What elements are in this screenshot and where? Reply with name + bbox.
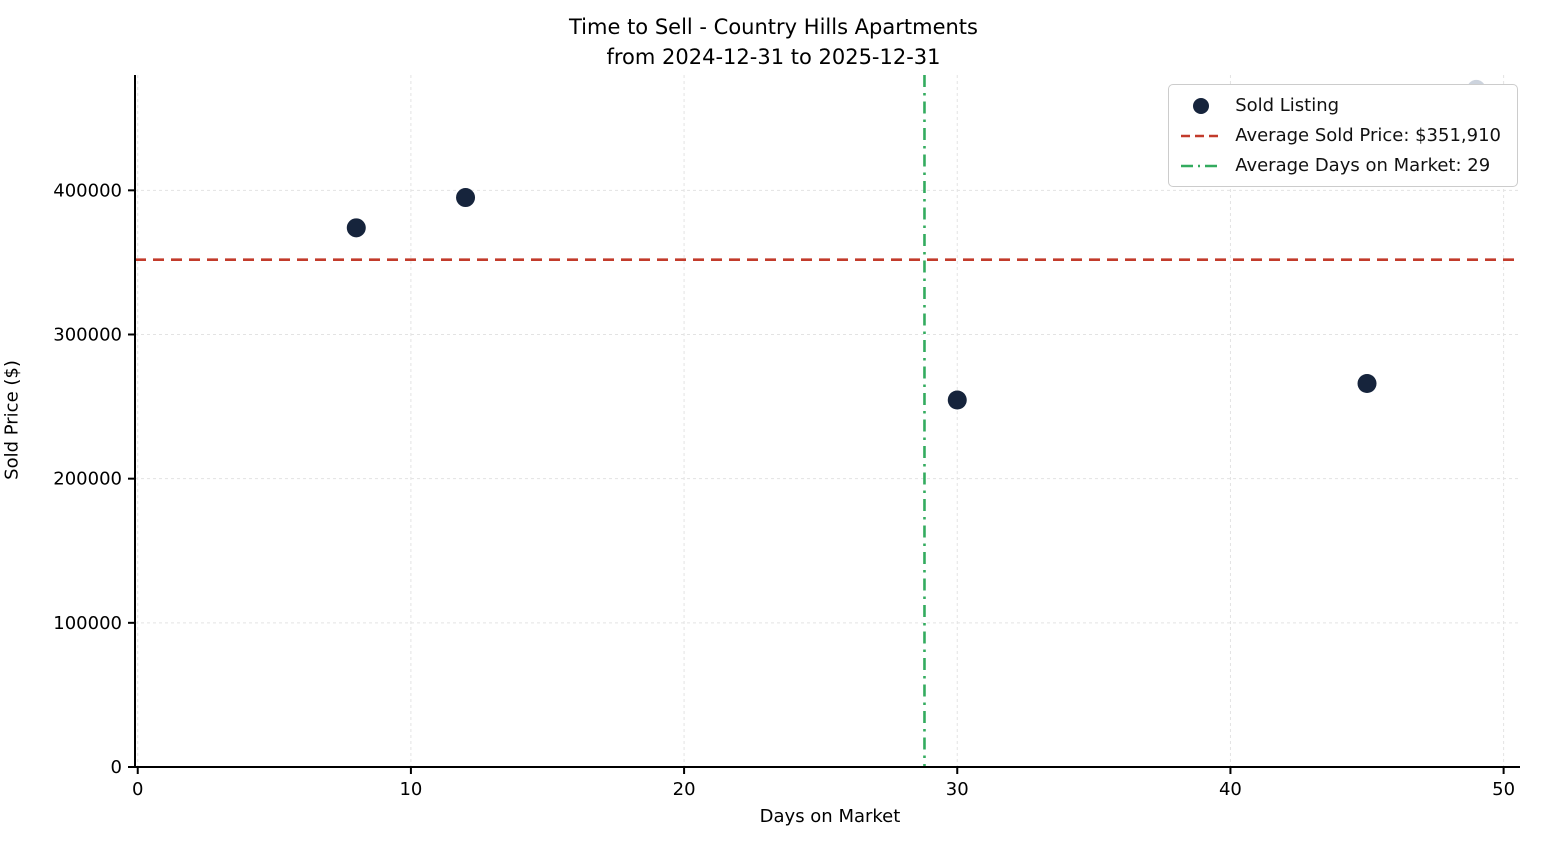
data-point [1357,374,1377,394]
x-tick-label: 10 [399,779,422,800]
y-tick-label: 200000 [53,469,122,490]
x-axis-label: Days on Market [759,806,901,827]
avg-days-dashdot-line-icon [1181,163,1222,169]
sold-listing-marker-icon [1181,96,1221,116]
legend-item-sold-listing: Sold Listing [1181,95,1501,116]
data-point [456,188,476,208]
data-point [346,218,366,238]
y-tick-label: 0 [111,757,122,778]
data-point [947,390,967,410]
y-tick-label: 300000 [53,325,122,346]
legend-item-avg-days: Average Days on Market: 29 [1181,155,1501,176]
legend: Sold Listing Average Sold Price: $351,91… [1168,84,1518,187]
y-tick-label: 400000 [53,180,122,201]
chart-title-block: Time to Sell - Country Hills Apartments … [0,12,1547,73]
x-tick-label: 50 [1492,779,1515,800]
x-tick-label: 40 [1219,779,1242,800]
chart-subtitle: from 2024-12-31 to 2025-12-31 [606,45,941,70]
x-tick-label: 0 [132,779,143,800]
x-tick-label: 20 [673,779,696,800]
avg-price-dashed-line-icon [1181,133,1222,139]
y-axis-label: Sold Price ($) [1,360,23,480]
legend-label-sold-listing: Sold Listing [1235,95,1340,116]
legend-item-avg-price: Average Sold Price: $351,910 [1181,125,1501,146]
y-tick-label: 100000 [53,613,122,634]
x-tick-label: 30 [946,779,969,800]
legend-label-avg-days: Average Days on Market: 29 [1235,155,1491,176]
chart-title: Time to Sell - Country Hills Apartments [569,15,978,39]
legend-label-avg-price: Average Sold Price: $351,910 [1235,125,1501,146]
